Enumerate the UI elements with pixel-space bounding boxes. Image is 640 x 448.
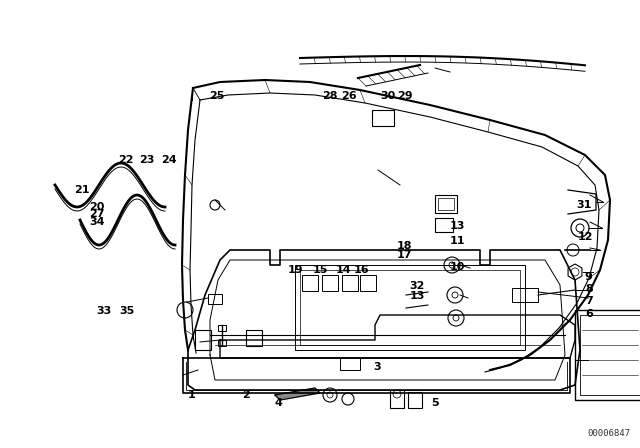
- Text: 00006847: 00006847: [587, 429, 630, 438]
- Bar: [408, 392, 422, 408]
- Bar: [295, 265, 525, 350]
- Text: 33: 33: [97, 306, 112, 316]
- Bar: [195, 330, 211, 350]
- Bar: [342, 275, 358, 291]
- Bar: [390, 390, 404, 408]
- Text: 5: 5: [431, 398, 439, 408]
- Bar: [208, 294, 222, 304]
- Bar: [302, 275, 318, 291]
- Text: 35: 35: [119, 306, 134, 316]
- Text: 22: 22: [118, 155, 133, 165]
- Bar: [300, 270, 520, 345]
- Text: 27: 27: [90, 209, 105, 219]
- Text: 1: 1: [188, 390, 196, 400]
- Text: 4: 4: [275, 398, 282, 408]
- Text: 34: 34: [90, 217, 105, 227]
- Text: 9: 9: [585, 272, 593, 282]
- Text: 18: 18: [397, 241, 412, 251]
- Text: 8: 8: [585, 284, 593, 294]
- Bar: [372, 110, 394, 126]
- Text: 23: 23: [140, 155, 155, 165]
- Text: 19: 19: [288, 265, 303, 275]
- Text: 13: 13: [410, 291, 425, 301]
- Text: 17: 17: [397, 250, 412, 260]
- Text: 32: 32: [410, 281, 425, 291]
- Text: 16: 16: [354, 265, 369, 275]
- Text: 28: 28: [322, 91, 337, 101]
- Bar: [438, 198, 454, 210]
- Text: 25: 25: [209, 91, 224, 101]
- Bar: [512, 288, 538, 302]
- Text: 24: 24: [161, 155, 177, 165]
- Polygon shape: [275, 388, 320, 400]
- Text: 15: 15: [312, 265, 328, 275]
- Text: 6: 6: [585, 309, 593, 319]
- Text: 29: 29: [397, 91, 413, 101]
- Text: 30: 30: [380, 91, 396, 101]
- Text: 2: 2: [243, 390, 250, 400]
- Text: 13: 13: [450, 221, 465, 231]
- Bar: [246, 330, 262, 346]
- Bar: [575, 310, 640, 400]
- Text: 21: 21: [74, 185, 90, 195]
- Bar: [322, 275, 338, 291]
- Text: 3: 3: [374, 362, 381, 372]
- Text: 7: 7: [585, 296, 593, 306]
- Text: 12: 12: [578, 233, 593, 242]
- Text: 31: 31: [576, 200, 591, 210]
- Bar: [218, 340, 226, 346]
- Text: 14: 14: [336, 265, 351, 275]
- Bar: [218, 325, 226, 331]
- Text: 11: 11: [450, 236, 465, 246]
- Bar: [435, 218, 453, 232]
- Bar: [435, 195, 457, 213]
- Bar: [360, 275, 376, 291]
- Bar: [580, 315, 640, 395]
- Text: 20: 20: [90, 202, 105, 212]
- Text: 26: 26: [341, 91, 356, 101]
- Text: 10: 10: [450, 262, 465, 271]
